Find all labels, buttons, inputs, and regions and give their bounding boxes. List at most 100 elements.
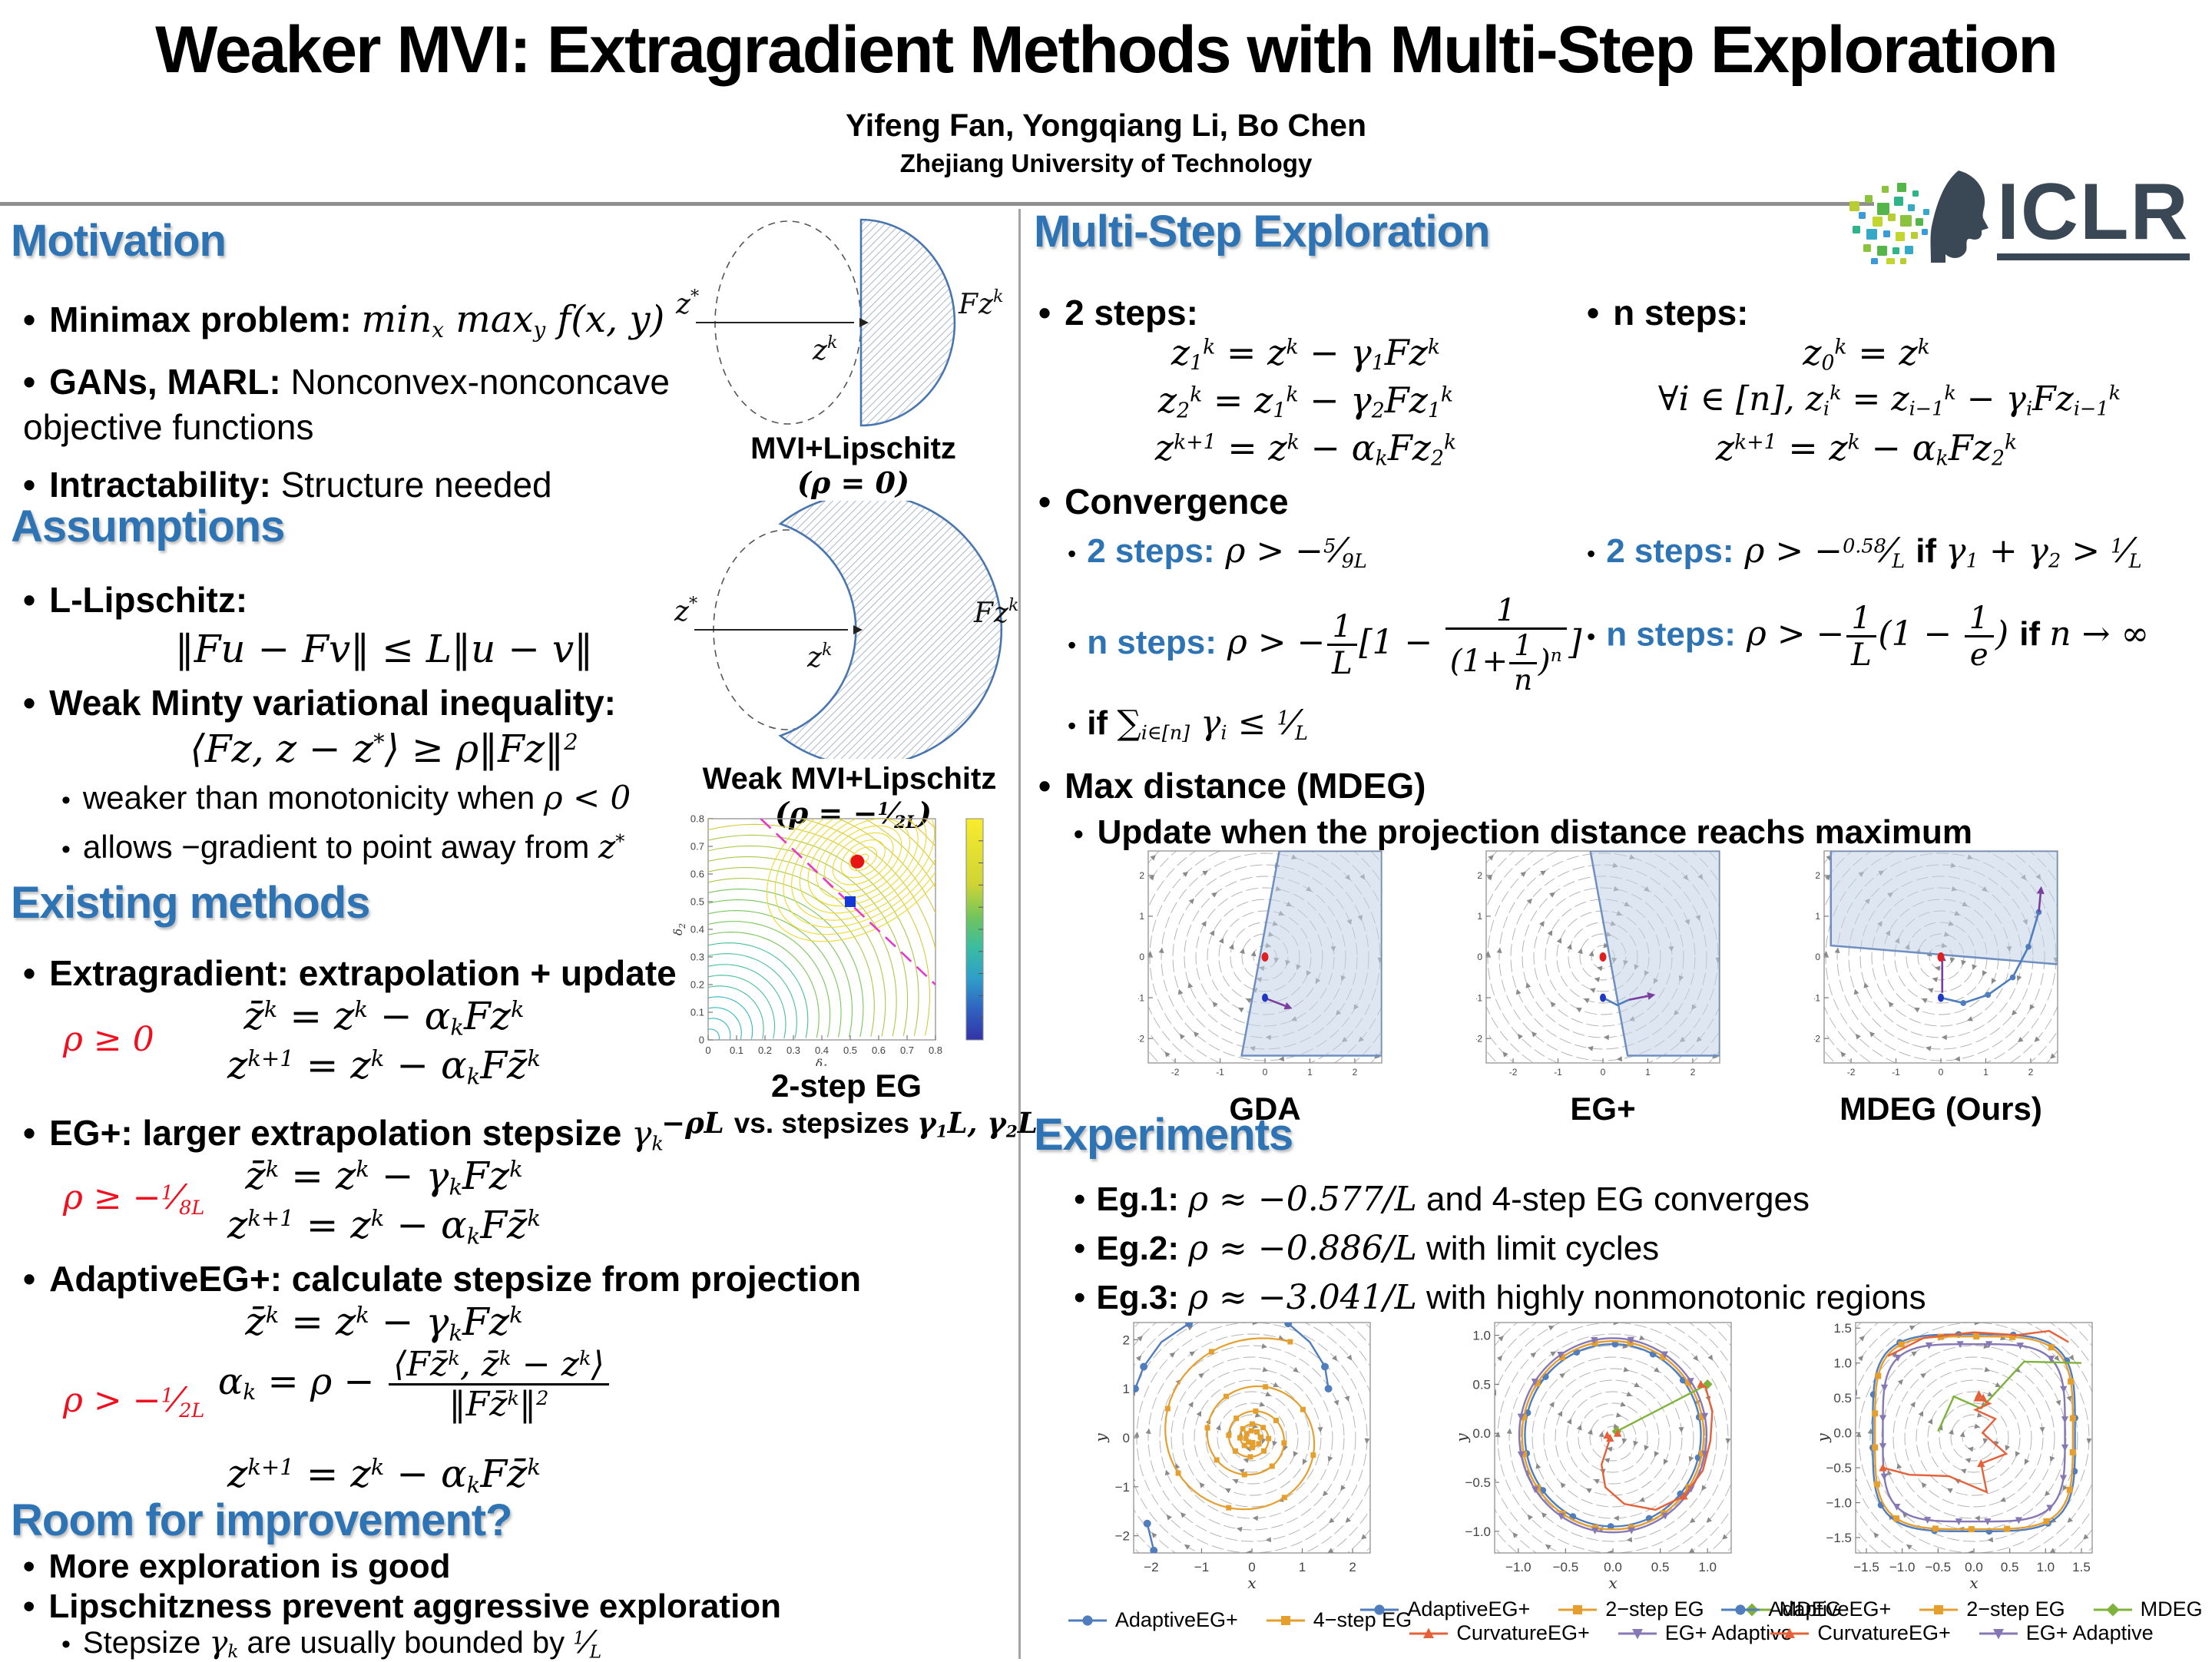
marker-square xyxy=(1266,1436,1271,1442)
equilibrium-point xyxy=(1938,952,1945,962)
arrowhead-icon xyxy=(2086,1439,2092,1445)
arrowhead-icon xyxy=(1326,1548,1334,1555)
logo-mosaic-square xyxy=(1916,218,1923,226)
legend-item-mdeg: MDEG xyxy=(2091,1597,2203,1621)
arrowhead-icon xyxy=(1188,1400,1196,1408)
bullet-dot: • xyxy=(23,953,35,993)
series-path xyxy=(708,867,886,1036)
logo-mosaic-square xyxy=(1883,230,1890,237)
arrowhead-icon xyxy=(1975,1320,1981,1326)
tick-label-y: 0.5 xyxy=(1472,1377,1491,1392)
arrowhead-icon xyxy=(1129,1475,1136,1482)
sub-weaker-math: ρ < 0 xyxy=(544,779,631,816)
tick-label-x: 1.0 xyxy=(1698,1560,1717,1574)
legend-label: MDEG xyxy=(2141,1597,2203,1621)
logo-mosaic-square xyxy=(1863,244,1871,252)
marker-square xyxy=(1237,1435,1243,1441)
arrowhead-icon xyxy=(1982,1439,1988,1445)
arrowhead-icon xyxy=(1582,996,1589,1003)
streamline xyxy=(1578,1403,1647,1472)
arrowhead-icon xyxy=(1967,1445,1973,1452)
streamline xyxy=(1882,1346,2066,1530)
arrowhead-icon xyxy=(1472,1445,1478,1451)
legend-item-curvatureeg-: CurvatureEG+ xyxy=(1768,1621,1950,1645)
arrowhead-icon xyxy=(1114,1326,1121,1333)
tick-label-x: -1 xyxy=(1216,1067,1224,1078)
marker-square xyxy=(2048,1344,2055,1350)
diagram2-caption: Weak MVI+Lipschitz xyxy=(657,762,1041,796)
sub-allows-gradient: •allows −gradient to point away from z* xyxy=(61,828,624,866)
arrowhead-icon xyxy=(1338,1485,1346,1492)
marker-circle xyxy=(1736,1604,1746,1614)
diagram-label-sup: k xyxy=(827,333,838,353)
arrowhead-icon xyxy=(1851,1475,1858,1482)
arrowhead-icon xyxy=(1558,1409,1565,1416)
chart-experiment-1: −2−2−1−1001122xy xyxy=(1097,1318,1381,1593)
marker-square xyxy=(1273,1418,1279,1423)
sub-stepsize-t2: are usually bounded by xyxy=(238,1626,573,1660)
legend-label: CurvatureEG+ xyxy=(1817,1621,1950,1645)
marker-square xyxy=(1573,1605,1582,1614)
marker-square xyxy=(1282,1495,1287,1500)
streamline xyxy=(1824,1318,2103,1588)
arrowhead-icon xyxy=(1862,982,1869,988)
y-axis-label: y xyxy=(1819,1433,1832,1443)
marker-square xyxy=(1176,1471,1181,1476)
arrowhead-icon xyxy=(1548,929,1555,935)
marker-square xyxy=(1205,1425,1210,1431)
page-title: Weaker MVI: Extragradient Methods with M… xyxy=(0,12,2212,88)
tick-label-y: 2 xyxy=(1815,870,1820,881)
logo-mosaic-square xyxy=(1923,209,1929,215)
legend-label: CurvatureEG+ xyxy=(1456,1621,1589,1645)
tick-label-x: 0.6 xyxy=(872,1045,886,1056)
arrowhead-icon xyxy=(1334,1400,1341,1407)
arrowhead-icon xyxy=(1253,1515,1258,1521)
arrowhead-icon xyxy=(1999,1497,2006,1504)
tick-label-x: 1 xyxy=(1645,1067,1651,1078)
bullet-dot: • xyxy=(23,362,35,402)
arrowhead-icon xyxy=(1567,1417,1574,1424)
bullet-more-exploration-text: More exploration is good xyxy=(48,1548,450,1585)
arrowhead-icon xyxy=(1549,1400,1557,1408)
legend-item-eg-adaptive: EG+ Adaptive xyxy=(1977,1621,2154,1645)
legend-marker-icon xyxy=(1917,1601,1960,1618)
arrowhead-icon xyxy=(1631,1441,1638,1448)
bullet-dot: • xyxy=(23,465,35,505)
series-path xyxy=(1883,1398,2006,1492)
series-path xyxy=(708,922,830,1038)
arrowhead-icon xyxy=(1578,948,1584,955)
arrowhead-icon xyxy=(1966,1016,1973,1023)
arrowhead-icon xyxy=(1111,1445,1117,1451)
x-axis-label-sub: 1 xyxy=(823,1063,828,1066)
arrowhead-icon xyxy=(1820,908,1826,915)
iclr-logo-art-icon xyxy=(1843,167,1997,264)
conv-left-1-name: 2 steps: xyxy=(1087,532,1214,570)
eg3-math: ρ ≈ −3.041/L xyxy=(1188,1278,1417,1317)
arrowhead-icon xyxy=(1236,1525,1242,1531)
logo-mosaic-square xyxy=(1912,190,1919,197)
arrowhead-icon xyxy=(1144,908,1151,915)
arrowhead-icon xyxy=(1224,1486,1230,1493)
arrowhead-icon xyxy=(1391,879,1392,886)
tick-label-x: 0 xyxy=(1939,1067,1944,1078)
tick-label-y: -2 xyxy=(1476,1033,1482,1044)
heading-existing-methods: Existing methods xyxy=(11,877,369,929)
tick-label-y: 0 xyxy=(1123,1431,1130,1445)
tick-label-x: 2 xyxy=(2028,1067,2034,1078)
arrowhead-icon xyxy=(2096,1377,2103,1384)
plot-area xyxy=(1097,1318,1381,1593)
tick-label-y: −1.0 xyxy=(1465,1525,1491,1539)
streamline xyxy=(1183,1369,1321,1507)
logo-mosaic-square xyxy=(1897,183,1906,192)
tick-label-y: -2 xyxy=(1814,1033,1820,1044)
tick-label-x: 0.5 xyxy=(2001,1560,2019,1574)
tick-label-y: 0.4 xyxy=(690,924,704,935)
ring-blue xyxy=(1525,1344,1700,1526)
marker-square xyxy=(1242,1472,1247,1477)
arrowhead-icon xyxy=(1186,982,1193,988)
label-convergence-text: Convergence xyxy=(1065,482,1288,521)
sub-allows-math: z* xyxy=(598,828,624,866)
arrowhead-icon xyxy=(1164,1468,1171,1475)
tick-label-x: 0 xyxy=(1263,1067,1268,1078)
